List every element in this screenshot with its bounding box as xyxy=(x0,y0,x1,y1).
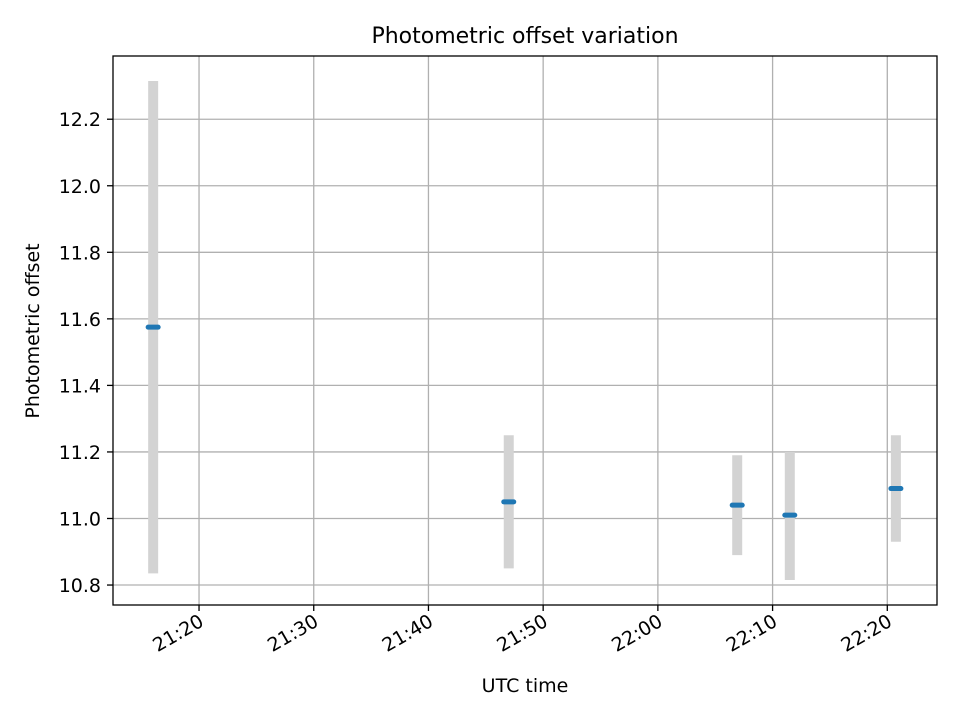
x-tick-label: 22:20 xyxy=(837,610,895,656)
y-tick-label: 11.8 xyxy=(59,242,101,264)
y-tick-label: 10.8 xyxy=(59,575,101,597)
x-axis-label: UTC time xyxy=(482,675,569,697)
y-tick-label: 11.0 xyxy=(59,508,101,530)
x-tick-label: 21:50 xyxy=(493,610,551,656)
y-tick-label: 11.4 xyxy=(59,375,101,397)
x-tick-label: 21:30 xyxy=(264,610,322,656)
x-tick-label: 22:10 xyxy=(723,610,781,656)
x-axis-ticks: 21:20 21:30 21:40 21:50 22:00 22:10 22:20 xyxy=(149,605,896,657)
x-tick-label: 21:40 xyxy=(379,610,437,656)
y-tick-label: 12.0 xyxy=(59,176,101,198)
y-tick-label: 12.2 xyxy=(59,109,101,131)
y-tick-label: 11.2 xyxy=(59,442,101,464)
x-tick-label: 22:00 xyxy=(608,610,666,656)
grid xyxy=(113,56,937,605)
data-markers xyxy=(145,324,904,518)
y-axis-label: Photometric offset xyxy=(22,243,44,418)
chart-title: Photometric offset variation xyxy=(371,24,678,49)
error-bars xyxy=(148,80,901,581)
x-tick-label: 21:20 xyxy=(149,610,207,656)
y-axis-ticks: 10.8 11.0 11.2 11.4 11.6 11.8 12.0 12.2 xyxy=(59,109,113,597)
y-tick-label: 11.6 xyxy=(59,309,101,331)
plot-frame xyxy=(112,55,938,606)
